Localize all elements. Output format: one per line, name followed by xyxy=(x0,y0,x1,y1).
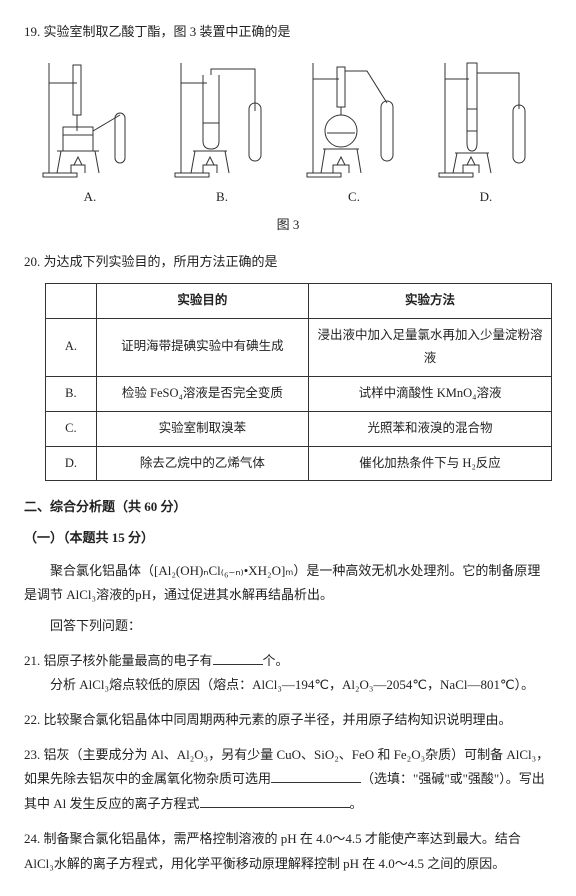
q19-diagrams xyxy=(24,53,552,183)
blank xyxy=(213,651,263,665)
section-2-intro1: 聚合氯化铝晶体（[Al₂(OH)ₙCl₍₆₋ₙ₎•XH₂O]ₘ）是一种高效无机水… xyxy=(24,559,552,608)
apparatus-d xyxy=(431,53,541,183)
q19-opt-c: C. xyxy=(299,185,409,210)
q20-table: 实验目的 实验方法 A. 证明海带提碘实验中有碘生成 浸出液中加入足量氯水再加入… xyxy=(45,283,552,482)
q20-th1: 实验目的 xyxy=(96,283,308,318)
q20-text: 为达成下列实验目的，所用方法正确的是 xyxy=(44,254,278,269)
apparatus-a xyxy=(35,53,145,183)
question-20: 20. 为达成下列实验目的，所用方法正确的是 xyxy=(24,250,552,275)
section-2-part1: （一）（本题共 15 分） xyxy=(24,526,552,551)
question-23: 23. 铝灰（主要成分为 Al、Al₂O₃，另有少量 CuO、SiO₂、FeO … xyxy=(24,743,552,817)
table-row: C. 实验室制取溴苯 光照苯和液溴的混合物 xyxy=(46,411,552,446)
blank xyxy=(271,769,361,783)
table-row: B. 检验 FeSO₄溶液是否完全变质 试样中滴酸性 KMnO₄溶液 xyxy=(46,377,552,412)
question-21: 21. 铝原子核外能量最高的电子有 个。 xyxy=(24,649,552,674)
q21-number: 21. xyxy=(24,653,40,668)
q19-opt-a: A. xyxy=(35,185,145,210)
q21-text-b: 个。 xyxy=(263,653,289,668)
q19-opt-d: D. xyxy=(431,185,541,210)
q23-text-c: 。 xyxy=(350,796,363,811)
q24-number: 24. xyxy=(24,831,40,846)
question-24: 24. 制备聚合氯化铝晶体，需严格控制溶液的 pH 在 4.0～4.5 才能使产… xyxy=(24,827,552,876)
table-row: D. 除去乙烷中的乙烯气体 催化加热条件下与 H₂反应 xyxy=(46,446,552,481)
q21-text-a: 铝原子核外能量最高的电子有 xyxy=(44,653,213,668)
q24-text: 制备聚合氯化铝晶体，需严格控制溶液的 pH 在 4.0～4.5 才能使产率达到最… xyxy=(24,831,521,871)
q22-text: 比较聚合氯化铝晶体中同周期两种元素的原子半径，并用原子结构知识说明理由。 xyxy=(44,712,512,727)
section-2-intro2: 回答下列问题： xyxy=(24,614,552,639)
q21-line2: 分析 AlCl₃熔点较低的原因（熔点：AlCl₃—194℃，Al₂O₃—2054… xyxy=(24,673,552,698)
q19-opt-b: B. xyxy=(167,185,277,210)
question-19: 19. 实验室制取乙酸丁酯，图 3 装置中正确的是 xyxy=(24,20,552,45)
q19-text: 实验室制取乙酸丁酯，图 3 装置中正确的是 xyxy=(44,24,291,39)
q19-option-labels: A. B. C. D. xyxy=(24,185,552,210)
q20-th0 xyxy=(46,283,97,318)
question-22: 22. 比较聚合氯化铝晶体中同周期两种元素的原子半径，并用原子结构知识说明理由。 xyxy=(24,708,552,733)
q19-figure-caption: 图 3 xyxy=(24,213,552,238)
q19-number: 19. xyxy=(24,24,40,39)
blank xyxy=(200,794,350,808)
table-row: 实验目的 实验方法 xyxy=(46,283,552,318)
table-row: A. 证明海带提碘实验中有碘生成 浸出液中加入足量氯水再加入少量淀粉溶液 xyxy=(46,318,552,377)
apparatus-c xyxy=(299,53,409,183)
q23-number: 23. xyxy=(24,747,40,762)
q20-th2: 实验方法 xyxy=(309,283,552,318)
apparatus-b xyxy=(167,53,277,183)
q22-number: 22. xyxy=(24,712,40,727)
section-2-title: 二、综合分析题（共 60 分） xyxy=(24,495,552,520)
q20-number: 20. xyxy=(24,254,40,269)
